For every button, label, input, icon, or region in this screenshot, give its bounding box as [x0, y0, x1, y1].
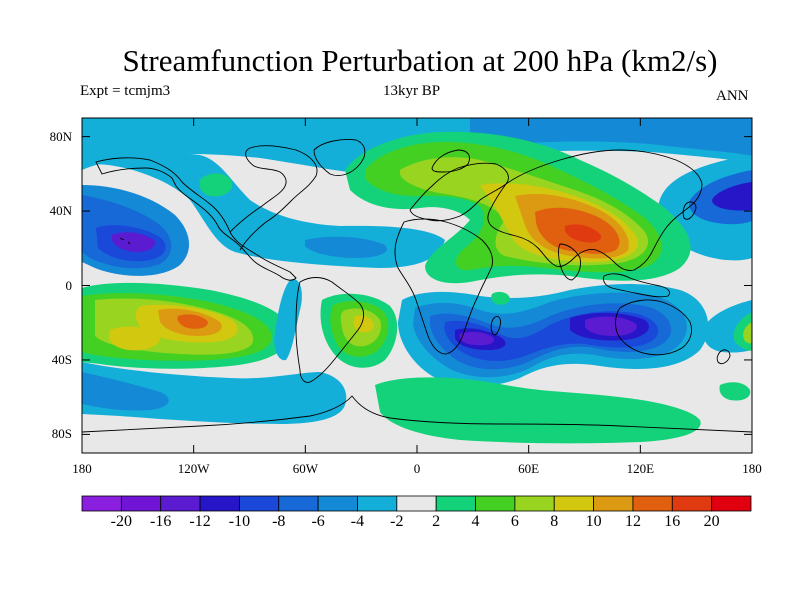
- contour-pos-spacific-16: [177, 314, 208, 329]
- contour-pos-southern-2: [375, 377, 701, 444]
- coast-india: [558, 243, 581, 281]
- lat-tick-label: 80N: [49, 128, 72, 144]
- colorbar-box: [120, 495, 162, 512]
- lon-tick-label: 60W: [292, 461, 318, 476]
- colorbar-label: 8: [550, 513, 559, 530]
- coastlines: [82, 139, 752, 433]
- season-label: ANN: [716, 88, 749, 104]
- contour-pos-tatl: [491, 291, 510, 305]
- contour-neg-atlantic-4: [305, 236, 387, 258]
- lon-tick-label: 0: [413, 461, 421, 476]
- coast-australia: [615, 299, 693, 356]
- coast-hawaii: [119, 237, 131, 245]
- colorbar: [81, 495, 752, 512]
- coast-new-zealand: [716, 349, 731, 365]
- lon-tick-label: 180: [742, 461, 762, 476]
- colorbar-label: 2: [432, 513, 441, 530]
- lat-tick-label: 40N: [49, 203, 72, 219]
- colorbar-label: -16: [150, 513, 172, 530]
- colorbar-box: [553, 495, 594, 512]
- colorbar-box: [239, 495, 280, 512]
- colorbar-box: [81, 495, 122, 512]
- colorbar-label: 12: [624, 513, 641, 530]
- colorbar-box: [632, 495, 673, 512]
- colorbar-label: -20: [110, 513, 132, 530]
- colorbar-box: [514, 495, 555, 512]
- axis-ticks: [81, 118, 753, 453]
- colorbar-label: 16: [664, 513, 681, 530]
- contour-neg-npacific-12: [112, 232, 156, 252]
- colorbar-label: 4: [471, 513, 480, 530]
- colorbar-box: [317, 495, 358, 512]
- coast-greenland: [313, 139, 366, 176]
- contour-pos-natl: [199, 173, 233, 197]
- contour-pos-southern-small: [719, 382, 751, 401]
- coast-scandinavia: [431, 149, 470, 173]
- coast-madagascar: [490, 315, 501, 336]
- contour-neg-arctic-inner: [470, 118, 752, 156]
- map-field: [82, 118, 752, 453]
- colorbar-box: [711, 495, 752, 512]
- colorbar-box: [357, 495, 398, 512]
- lon-tick-label: 120W: [177, 461, 210, 476]
- lat-tick-label: 40S: [51, 351, 72, 367]
- colorbar-label: 10: [585, 513, 602, 530]
- period-label: 13kyr BP: [383, 83, 441, 99]
- colorbar-box: [199, 495, 240, 512]
- colorbar-label: -8: [272, 513, 286, 530]
- contour-neg-sam-2: [274, 279, 302, 361]
- lat-tick-label: 0: [65, 277, 73, 293]
- lon-tick-label: 180: [72, 461, 92, 476]
- coast-indonesia: [603, 273, 671, 298]
- colorbar-label: -10: [228, 513, 251, 530]
- colorbar-box: [671, 495, 713, 512]
- colorbar-label: -6: [311, 513, 325, 530]
- colorbar-label: 20: [703, 513, 720, 530]
- colorbar-box: [475, 495, 516, 512]
- coast-africa: [394, 218, 493, 355]
- lon-tick-label: 120E: [626, 461, 655, 476]
- contour-neg-south-4: [82, 372, 169, 411]
- coast-antarctica: [82, 395, 752, 433]
- coast-south-america: [295, 277, 365, 383]
- coast-asia: [487, 149, 703, 271]
- colorbar-box: [160, 495, 201, 512]
- colorbar-label: -2: [390, 513, 404, 530]
- colorbar-label: 6: [510, 513, 519, 530]
- colorbar-box: [396, 495, 437, 512]
- colorbar-label: -12: [189, 513, 211, 530]
- coast-north-america-east: [229, 145, 318, 251]
- contour-pos-swpacific-yellow: [743, 322, 752, 344]
- contour-neg-sindian-14: [585, 316, 637, 336]
- experiment-label: Expt = tcmjm3: [80, 83, 171, 99]
- contour-neg-safrica-12: [459, 331, 495, 346]
- coast-north-america: [95, 157, 297, 281]
- colorbar-box: [278, 495, 319, 512]
- chart-title: Streamfunction Perturbation at 200 hPa (…: [122, 43, 718, 78]
- lat-tick-label: 80S: [51, 426, 72, 442]
- contour-neg-wpacific-10: [712, 182, 752, 211]
- coast-japan: [682, 201, 697, 220]
- colorbar-label: -4: [350, 513, 365, 530]
- colorbar-box: [435, 495, 476, 512]
- contour-pos-eurasia-16: [564, 224, 602, 243]
- colorbar-box: [593, 495, 634, 512]
- lon-tick-label: 60E: [518, 461, 540, 476]
